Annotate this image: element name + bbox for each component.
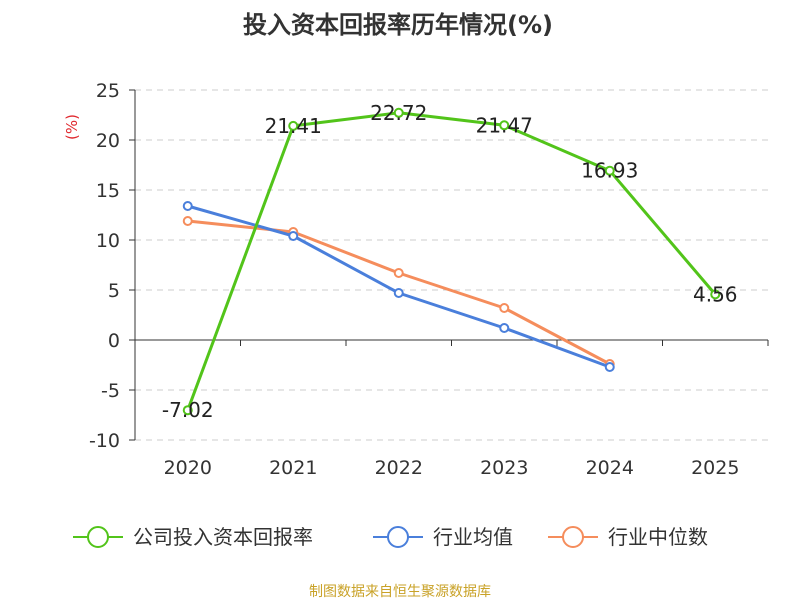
data-point xyxy=(182,201,193,211)
x-tick-label: 2021 xyxy=(269,457,317,479)
data-point xyxy=(710,289,721,300)
x-tick-label: 2022 xyxy=(375,457,423,479)
y-axis-label: (%) xyxy=(63,114,81,140)
legend-item[interactable]: 行业中位数 xyxy=(548,525,708,549)
legend-item[interactable]: 行业均值 xyxy=(373,525,513,549)
x-tick-label: 2020 xyxy=(164,457,212,479)
data-point xyxy=(288,120,299,131)
data-point xyxy=(499,303,510,313)
legend[interactable]: 公司投入资本回报率 行业均值 行业中位数 xyxy=(73,525,708,549)
data-label: 21.47 xyxy=(476,113,533,137)
y-tick-label: -5 xyxy=(101,380,120,402)
legend-marker xyxy=(87,526,109,548)
legend-label: 行业中位数 xyxy=(608,525,708,549)
legend-marker xyxy=(387,526,409,548)
legend-marker xyxy=(562,526,584,548)
data-point xyxy=(604,362,615,372)
y-tick-label: -10 xyxy=(89,430,120,452)
data-labels: -7.02 21.41 22.72 21.47 16.93 4.56 xyxy=(162,101,738,422)
grid xyxy=(135,89,768,441)
data-label: -7.02 xyxy=(162,398,214,422)
data-point xyxy=(604,165,615,176)
data-label: 16.93 xyxy=(581,159,638,183)
y-tick-label: 10 xyxy=(96,230,120,252)
data-point xyxy=(393,268,404,278)
data-point xyxy=(182,216,193,226)
legend-label: 公司投入资本回报率 xyxy=(133,525,313,549)
data-point xyxy=(393,107,404,118)
data-point xyxy=(499,120,510,131)
y-tick-label: 15 xyxy=(96,180,120,202)
series-layer xyxy=(182,107,721,416)
data-point xyxy=(182,405,193,416)
data-point xyxy=(393,288,404,298)
x-tick-label: 2023 xyxy=(480,457,528,479)
legend-item[interactable]: 公司投入资本回报率 xyxy=(73,525,313,549)
series-line xyxy=(187,204,611,369)
data-point xyxy=(288,231,299,241)
y-tick-label: 20 xyxy=(96,130,120,152)
y-tick-label: 25 xyxy=(96,80,120,102)
y-tick-label: 5 xyxy=(108,280,120,302)
x-tick-label: 2024 xyxy=(586,457,634,479)
source-note: 制图数据来自恒生聚源数据库 xyxy=(309,584,491,600)
chart-title: 投入资本回报率历年情况(%) xyxy=(243,11,553,39)
legend-label: 行业均值 xyxy=(433,525,513,549)
series-line xyxy=(186,111,717,411)
data-label: 4.56 xyxy=(693,282,738,306)
data-point xyxy=(499,323,510,333)
axes: 25 20 15 10 5 0 -5 -10 2020 2021 2022 2023 2024 2025 xyxy=(89,80,769,479)
x-tick-label: 2025 xyxy=(691,457,739,479)
data-label: 21.41 xyxy=(265,114,322,138)
data-label: 22.72 xyxy=(370,101,427,125)
y-tick-label: 0 xyxy=(108,330,120,352)
